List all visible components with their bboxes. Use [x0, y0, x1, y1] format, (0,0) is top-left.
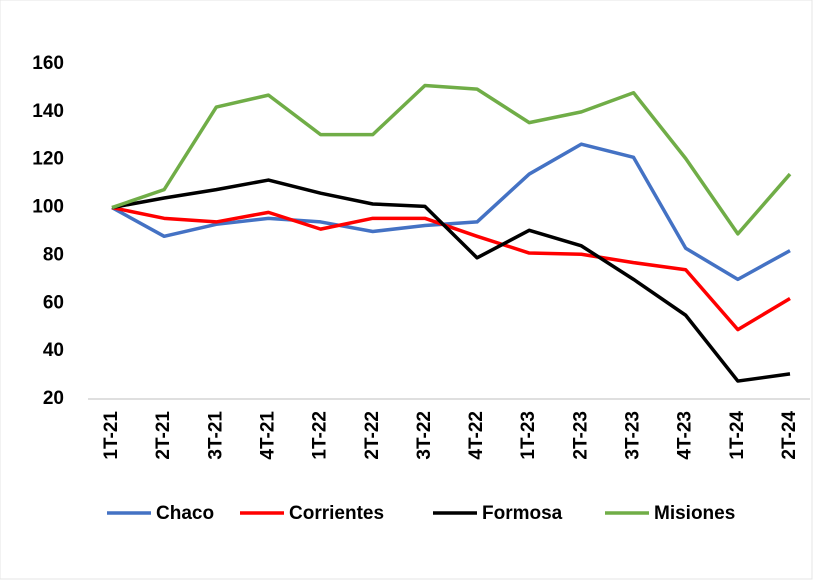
y-tick-label: 60 — [43, 292, 64, 313]
legend-label: Chaco — [156, 503, 214, 524]
x-tick-label: 3T-21 — [205, 411, 226, 460]
y-tick-label: 100 — [32, 197, 64, 218]
x-tick-label: 2T-23 — [570, 411, 591, 460]
y-tick-label: 20 — [43, 388, 64, 409]
y-tick-label: 140 — [32, 101, 64, 122]
x-tick-label: 2T-24 — [779, 411, 800, 460]
x-tick-label: 4T-23 — [675, 411, 696, 460]
y-tick-label: 120 — [32, 149, 64, 170]
legend-label: Corrientes — [289, 503, 384, 524]
y-tick-label: 160 — [32, 53, 64, 74]
x-tick-label: 4T-22 — [466, 411, 487, 460]
x-tick-label: 1T-24 — [727, 411, 748, 460]
series-line — [111, 178, 791, 383]
y-tick-label: 80 — [43, 244, 64, 265]
x-tick-label: 2T-22 — [362, 411, 383, 460]
x-tick-label: 1T-23 — [518, 411, 539, 460]
series-line — [111, 205, 791, 332]
x-tick-label: 1T-21 — [101, 411, 122, 460]
x-tick-label: 1T-22 — [310, 411, 331, 460]
legend-label: Misiones — [654, 503, 735, 524]
x-tick-label: 3T-23 — [623, 411, 644, 460]
legend-label: Formosa — [482, 503, 563, 524]
x-tick-label: 3T-22 — [414, 411, 435, 460]
series-line — [111, 142, 791, 282]
series-line — [111, 83, 792, 236]
y-tick-label: 40 — [43, 340, 64, 361]
x-tick-label: 2T-21 — [153, 411, 174, 460]
x-tick-label: 4T-21 — [257, 411, 278, 460]
